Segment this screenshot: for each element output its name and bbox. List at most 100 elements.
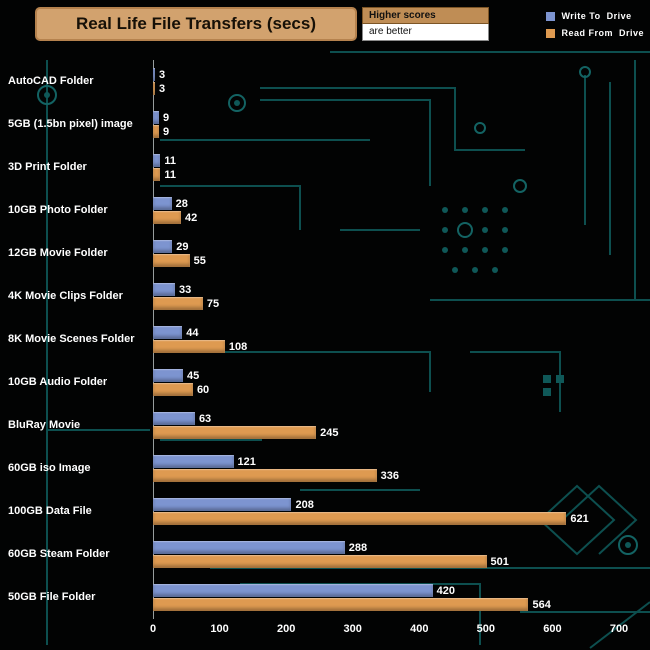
write-to-drive-bar	[153, 326, 183, 339]
value-label: 28	[175, 197, 188, 210]
read-from-drive-bar	[153, 555, 487, 568]
category-label: 8K Movie Scenes Folder	[8, 333, 135, 346]
value-label: 75	[206, 297, 220, 310]
x-tick-label: 100	[210, 623, 229, 635]
write-to-drive-bar	[153, 240, 173, 253]
read-from-drive-bar-line: 55	[153, 254, 619, 267]
bar-group: 63 245	[153, 411, 619, 440]
bar-group: 420 564	[153, 583, 619, 612]
value-label: 29	[176, 240, 189, 253]
x-axis-ticks: 0 100 200 300 400 500 600 700	[150, 623, 628, 639]
legend-item-read: Read From Drive	[546, 28, 644, 38]
read-from-drive-bar-line: 9	[153, 125, 619, 138]
chart-row: 4K Movie Clips Folder 33 75	[0, 275, 650, 318]
legend-label-read: Read From Drive	[561, 28, 644, 38]
chart-row: 60GB Steam Folder 288 501	[0, 533, 650, 576]
write-to-drive-bar	[153, 197, 172, 210]
category-label: 10GB Photo Folder	[8, 204, 108, 217]
value-label: 245	[320, 426, 339, 439]
chart-row: BluRay Movie 63 245	[0, 404, 650, 447]
bar-group: 44 108	[153, 325, 619, 354]
x-tick-label: 500	[476, 623, 496, 635]
read-from-drive-bar	[153, 469, 377, 482]
write-to-drive-bar	[153, 369, 183, 382]
read-from-drive-bar-line: 11	[153, 168, 619, 181]
read-from-drive-bar-line: 336	[153, 469, 619, 482]
write-to-drive-bar	[153, 412, 195, 425]
value-label: 564	[532, 598, 551, 611]
write-to-drive-bar-line: 28	[153, 197, 619, 210]
read-from-drive-bar-line: 3	[153, 82, 619, 95]
write-to-drive-bar	[153, 68, 155, 81]
read-from-drive-bar-line: 621	[153, 512, 619, 525]
read-from-drive-bar-line: 75	[153, 297, 619, 310]
read-from-drive-bar-line: 564	[153, 598, 619, 611]
write-to-drive-bar-line: 208	[153, 498, 619, 511]
write-to-drive-bar-line: 3	[153, 68, 619, 81]
chart-rows: AutoCAD Folder 3 3 5GB (1.5bn pixel) image 9…	[0, 60, 650, 619]
note-line-2: are better	[362, 24, 489, 41]
chart-row: 12GB Movie Folder 29 55	[0, 232, 650, 275]
read-from-drive-bar	[153, 125, 159, 138]
value-label: 11	[164, 154, 176, 167]
bar-group: 29 55	[153, 239, 619, 268]
category-label: BluRay Movie	[8, 419, 81, 432]
read-from-drive-bar-line: 245	[153, 426, 619, 439]
write-to-drive-bar-line: 9	[153, 111, 619, 124]
legend: Write To Drive Read From Drive	[546, 11, 644, 45]
bar-group: 288 501	[153, 540, 619, 569]
chart-row: 50GB File Folder 420 564	[0, 576, 650, 619]
value-label: 44	[186, 326, 199, 339]
x-tick-label: 200	[276, 623, 296, 635]
category-label: 4K Movie Clips Folder	[8, 290, 123, 303]
category-label: 60GB iso Image	[8, 462, 91, 475]
read-from-drive-bar	[153, 426, 317, 439]
value-label: 63	[198, 412, 212, 425]
bar-group: 11 11	[153, 153, 619, 182]
value-label: 33	[178, 283, 192, 296]
value-label: 9	[162, 111, 170, 124]
read-from-drive-bar	[153, 168, 161, 181]
legend-label-write: Write To Drive	[561, 11, 632, 21]
chart-row: 5GB (1.5bn pixel) image 9 9	[0, 103, 650, 146]
read-from-drive-bar-line: 108	[153, 340, 619, 353]
bar-group: 28 42	[153, 196, 619, 225]
chart-row: 10GB Audio Folder 45 60	[0, 361, 650, 404]
chart-row: 60GB iso Image 121 336	[0, 447, 650, 490]
value-label: 45	[186, 369, 200, 382]
bar-group: 33 75	[153, 282, 619, 311]
chart-row: AutoCAD Folder 3 3	[0, 60, 650, 103]
write-to-drive-bar-line: 11	[153, 154, 619, 167]
write-to-drive-bar-line: 288	[153, 541, 619, 554]
chart-row: 100GB Data File 208 621	[0, 490, 650, 533]
category-label: 60GB Steam Folder	[8, 548, 110, 561]
chart-row: 10GB Photo Folder 28 42	[0, 189, 650, 232]
value-label: 420	[436, 584, 455, 597]
value-label: 3	[158, 68, 166, 81]
x-tick-label: 400	[410, 623, 429, 635]
read-from-drive-bar	[153, 254, 190, 267]
write-to-drive-bar-line: 45	[153, 369, 619, 382]
category-label: 50GB File Folder	[8, 591, 96, 604]
value-label: 336	[380, 469, 400, 482]
value-label: 9	[162, 125, 170, 138]
read-from-drive-bar	[153, 383, 193, 396]
write-to-drive-bar	[153, 541, 345, 554]
read-from-drive-bar	[153, 82, 155, 95]
write-to-drive-bar-line: 420	[153, 584, 619, 597]
value-label: 60	[196, 383, 210, 396]
write-to-drive-bar	[153, 584, 433, 597]
read-from-drive-bar	[153, 512, 567, 525]
category-label: 12GB Movie Folder	[8, 247, 108, 260]
write-to-drive-bar	[153, 498, 292, 511]
value-label: 11	[164, 168, 176, 181]
write-to-drive-bar-line: 121	[153, 455, 619, 468]
value-label: 208	[295, 498, 314, 511]
note-line-1: Higher scores	[362, 7, 489, 24]
read-from-drive-bar	[153, 211, 181, 224]
value-label: 621	[570, 512, 589, 525]
write-to-drive-bar	[153, 455, 234, 468]
bar-group: 45 60	[153, 368, 619, 397]
